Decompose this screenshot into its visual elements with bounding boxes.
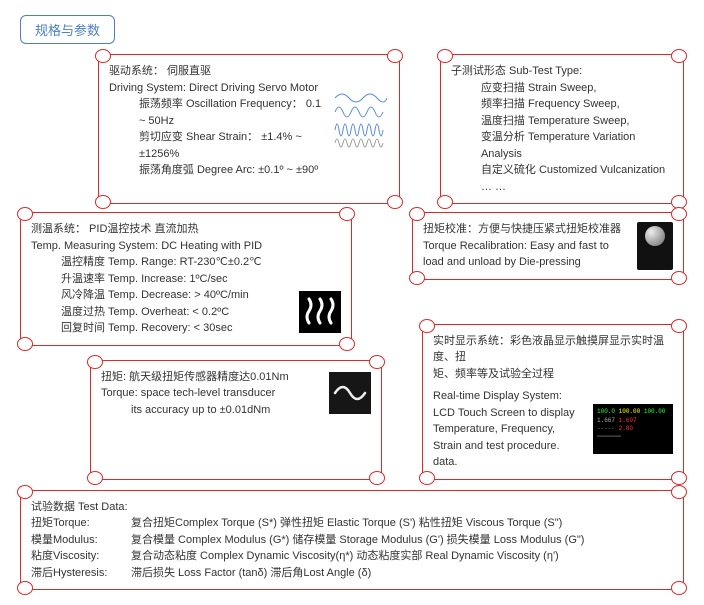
text: 扭矩: 航天级扭矩传感器精度达0.01Nm — [101, 369, 319, 386]
text: … … — [451, 179, 673, 196]
text: 子测试形态 Sub-Test Type: — [451, 63, 673, 80]
subtest-type-card: 子测试形态 Sub-Test Type: 应变扫描 Strain Sweep, … — [440, 54, 684, 204]
text: 实时显示系统：彩色液晶显示触摸屏显示实时温度、扭 — [433, 333, 673, 366]
text: 振荡频率 Oscillation Frequency： 0.1 ~ 50Hz — [109, 96, 323, 129]
text: 模量Modulus: — [31, 532, 131, 549]
display-system-card: 实时显示系统：彩色液晶显示触摸屏显示实时温度、扭 矩、频率等及试验全过程 Rea… — [422, 324, 684, 480]
text: 滞后Hysteresis: — [31, 565, 131, 582]
text: 扭矩校准：方便与快捷压紧式扭矩校准器 — [423, 221, 627, 238]
text: 驱动系统： 伺服直驱 — [109, 63, 323, 80]
text: 温控精度 Temp. Range: RT-230℃±0.2℃ — [31, 254, 289, 271]
text: 粘度Viscosity: — [31, 548, 131, 565]
text: 自定义硫化 Customized Vulcanization — [451, 162, 673, 179]
page-title: 规格与参数 — [20, 15, 115, 44]
text: 振荡角度弧 Degree Arc: ±0.1º ~ ±90º — [109, 162, 323, 179]
text: 测温系统： PID温控技术 直流加热 — [31, 221, 289, 238]
text: 滞后损失 Loss Factor (tanδ) 滞后角Lost Angle (δ… — [131, 565, 371, 582]
test-data-card: 试验数据 Test Data: 扭矩Torque:复合扭矩Complex Tor… — [20, 490, 684, 591]
temp-system-card: 测温系统： PID温控技术 直流加热 Temp. Measuring Syste… — [20, 212, 352, 346]
text: 矩、频率等及试验全过程 — [433, 366, 673, 383]
text: 回复时间 Temp. Recovery: < 30sec — [31, 320, 289, 337]
text: 变温分析 Temperature Variation Analysis — [451, 129, 673, 162]
text: 剪切应变 Shear Strain： ±1.4% ~ ±1256% — [109, 129, 323, 162]
heat-icon — [299, 291, 341, 333]
text: 试验数据 Test Data: — [31, 499, 673, 516]
text: Strain and test procedure. data. — [433, 438, 583, 471]
text: Driving System: Direct Driving Servo Mot… — [109, 80, 323, 97]
text: 温度过热 Temp. Overheat: < 0.2ºC — [31, 304, 289, 321]
text: 扭矩Torque: — [31, 515, 131, 532]
text: Temp. Measuring System: DC Heating with … — [31, 238, 289, 255]
text: 复合模量 Complex Modulus (G*) 储存模量 Storage M… — [131, 532, 584, 549]
text: 频率扫描 Frequency Sweep, — [451, 96, 673, 113]
text: LCD Touch Screen to display — [433, 405, 583, 422]
sine-wave-icon — [329, 372, 371, 414]
text: Real-time Display System: — [433, 388, 583, 405]
text: 风冷降温 Temp. Decrease: > 40ºC/min — [31, 287, 289, 304]
oscillation-wave-icon — [333, 88, 389, 154]
text: its accuracy up to ±0.01dNm — [101, 402, 319, 419]
torque-card: 扭矩: 航天级扭矩传感器精度达0.01Nm Torque: space tech… — [90, 360, 382, 480]
torque-recalibration-card: 扭矩校准：方便与快捷压紧式扭矩校准器 Torque Recalibration:… — [412, 212, 684, 280]
text: 复合动态粘度 Complex Dynamic Viscosity(η*) 动态粘… — [131, 548, 559, 565]
text: 复合扭矩Complex Torque (S*) 弹性扭矩 Elastic Tor… — [131, 515, 562, 532]
text: 温度扫描 Temperature Sweep, — [451, 113, 673, 130]
calibrator-device-icon — [637, 222, 673, 270]
text: Torque Recalibration: Easy and fast to — [423, 238, 627, 255]
text: Torque: space tech-level transducer — [101, 385, 319, 402]
text: Temperature, Frequency, — [433, 421, 583, 438]
driving-system-card: 驱动系统： 伺服直驱 Driving System: Direct Drivin… — [98, 54, 400, 204]
text: 升温速率 Temp. Increase: 1ºC/sec — [31, 271, 289, 288]
text: 应变扫描 Strain Sweep, — [451, 80, 673, 97]
lcd-screen-icon: 100.0 100.00 100.00 1.667 1.697 ----- 2.… — [593, 404, 673, 454]
text: load and unload by Die-pressing — [423, 254, 627, 271]
